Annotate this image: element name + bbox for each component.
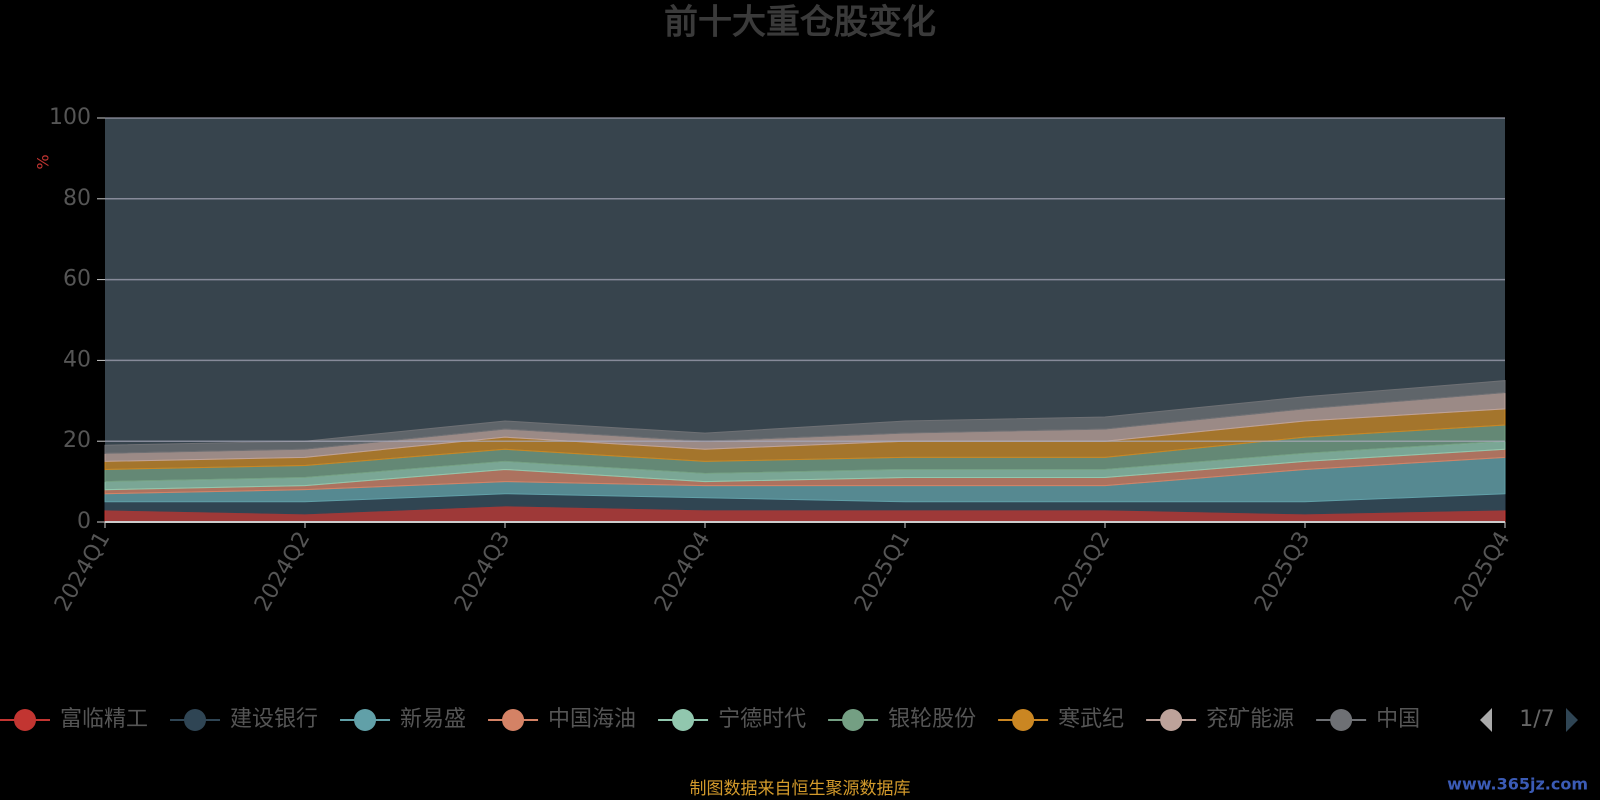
legend-label[interactable]: 银轮股份 (888, 707, 976, 732)
watermark: www.365jz.com (1447, 775, 1588, 794)
legend-label[interactable]: 兖矿能源 (1206, 707, 1294, 732)
legend-label[interactable]: 寒武纪 (1058, 707, 1124, 732)
legend-label[interactable]: 富临精工 (60, 707, 148, 732)
area (104, 380, 1506, 454)
y-tick-label: 20 (63, 428, 91, 453)
x-tick-label: 2024Q3 (450, 528, 515, 616)
legend-next[interactable] (1566, 708, 1578, 732)
legend: 富临精工 建设银行 新易盛 中国海油 宁德时代 银轮股份 寒武纪 兖矿能源 中国 (0, 707, 1420, 732)
y-tick-label: 60 (63, 267, 91, 292)
x-tick-label: 2024Q2 (250, 528, 315, 616)
legend-label[interactable]: 新易盛 (400, 707, 466, 732)
legend-label[interactable]: 宁德时代 (718, 707, 806, 732)
x-tick-label: 2024Q1 (50, 528, 115, 616)
legend-marker (672, 709, 695, 731)
legend-prev[interactable] (1480, 708, 1492, 732)
x-tick-label: 2025Q4 (1450, 528, 1515, 616)
legend-marker (354, 709, 377, 731)
y-tick-label: 40 (63, 347, 91, 372)
y-unit: % (34, 154, 53, 169)
y-tick-label: 80 (63, 186, 91, 211)
legend-label[interactable]: 中国海油 (548, 707, 636, 732)
legend-label[interactable]: 建设银行 (230, 707, 318, 732)
x-tick-label: 2024Q4 (650, 528, 715, 616)
legend-marker (184, 709, 207, 731)
legend-marker (842, 709, 865, 731)
legend-marker (1160, 709, 1183, 731)
x-tick-label: 2025Q1 (850, 528, 915, 616)
legend-page: 1/7 (1519, 707, 1554, 732)
x-tick-label: 2025Q2 (1050, 528, 1115, 616)
x-tick-label: 2025Q3 (1250, 528, 1315, 616)
legend-marker (1330, 709, 1353, 731)
legend-label[interactable]: 中国 (1376, 707, 1420, 732)
legend-marker (14, 709, 36, 731)
chart-title: 前十大重仓股变化 (664, 3, 936, 43)
source-note: 制图数据来自恒生聚源数据库 (690, 779, 911, 799)
y-tick-label: 100 (49, 105, 91, 130)
legend-marker (1012, 709, 1035, 731)
legend-marker (502, 709, 525, 731)
y-tick-label: 0 (77, 509, 91, 534)
